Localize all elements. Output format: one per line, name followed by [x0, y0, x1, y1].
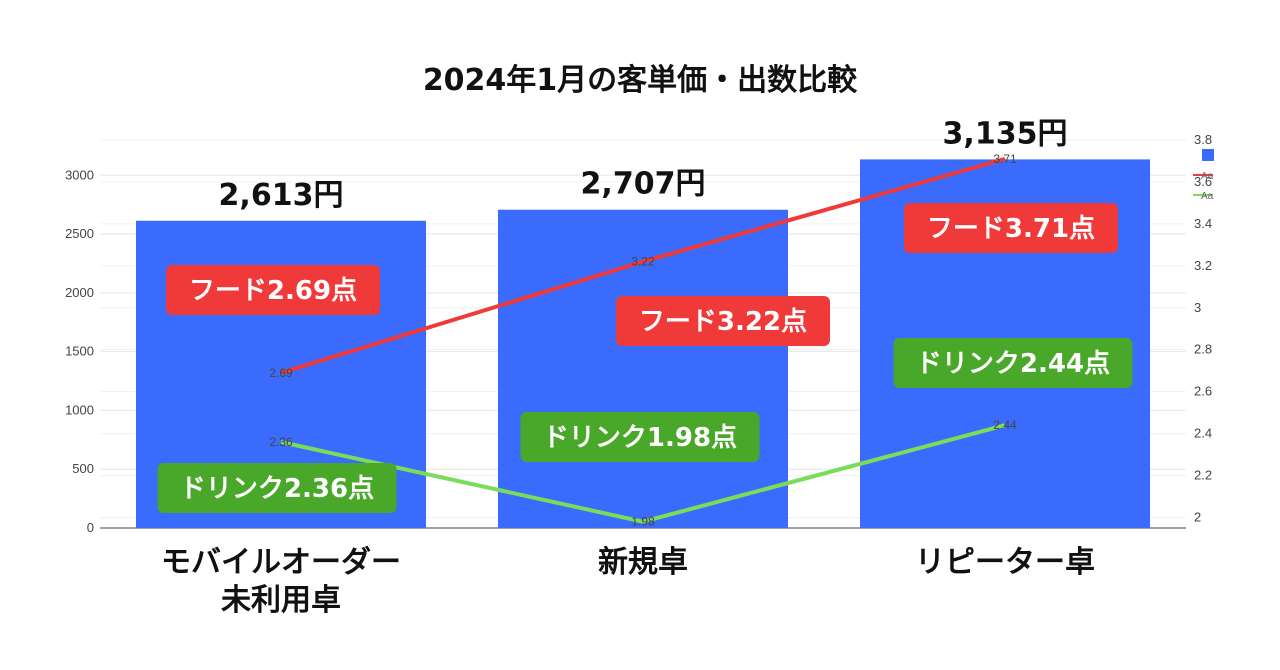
annotation-badge-text: ドリンク2.44点	[916, 348, 1110, 379]
y-tick-label-right: 3.2	[1194, 258, 1212, 273]
annotation-badge-text: ドリンク1.98点	[543, 422, 737, 453]
legend-label: Aa	[1201, 171, 1214, 182]
y-tick-label-left: 500	[72, 461, 94, 476]
y-tick-label-left: 3000	[65, 167, 94, 182]
category-label: 未利用卓	[221, 583, 341, 618]
line-point-label: 2.36	[269, 435, 293, 449]
y-tick-label-right: 3	[1194, 300, 1201, 315]
line-point-label: 2.44	[993, 418, 1017, 432]
category-label: 新規卓	[598, 545, 688, 580]
y-tick-label-left: 0	[87, 520, 94, 535]
y-tick-label-right: 3.4	[1194, 216, 1212, 231]
y-tick-label-right: 2.4	[1194, 426, 1212, 441]
y-tick-label-left: 1500	[65, 344, 94, 359]
annotation-badge	[893, 338, 1133, 388]
annotation-badge	[904, 203, 1118, 253]
y-tick-label-right: 3.8	[1194, 132, 1212, 147]
annotation-badge	[616, 296, 830, 346]
annotation-badge-text: ドリンク2.36点	[180, 473, 374, 504]
annotation-badge-text: フード3.22点	[639, 306, 807, 337]
annotation-badge	[157, 463, 397, 513]
y-tick-label-left: 1000	[65, 402, 94, 417]
y-tick-label-right: 2.8	[1194, 342, 1212, 357]
line-point-label: 1.98	[631, 515, 655, 529]
chart-title: 2024年1月の客単価・出数比較	[422, 63, 858, 98]
legend-label: Aa	[1201, 191, 1214, 202]
line-point-label: 3.22	[631, 255, 655, 269]
bar-value-label: 2,707円	[581, 167, 706, 202]
line-point-label: 2.69	[269, 366, 293, 380]
bar-value-label: 2,613円	[219, 178, 344, 213]
legend-swatch-bar	[1202, 149, 1214, 161]
annotation-badge-text: フード2.69点	[189, 275, 357, 306]
y-tick-label-left: 2500	[65, 226, 94, 241]
y-tick-label-right: 2	[1194, 510, 1201, 525]
annotation-badge	[520, 412, 760, 462]
annotation-badge	[166, 265, 380, 315]
y-tick-label-right: 2.2	[1194, 468, 1212, 483]
category-label: モバイルオーダー	[161, 545, 401, 580]
bar-value-label: 3,135円	[943, 116, 1068, 151]
series-line	[280, 156, 1006, 375]
y-tick-label-right: 2.6	[1194, 384, 1212, 399]
line-point-label: 3.71	[993, 152, 1017, 166]
category-label: リピーター卓	[915, 545, 1095, 580]
y-tick-label-left: 2000	[65, 285, 94, 300]
y-tick-label-right: 3.6	[1194, 174, 1212, 189]
annotation-badge-text: フード3.71点	[927, 213, 1095, 244]
series-line	[280, 423, 1006, 524]
